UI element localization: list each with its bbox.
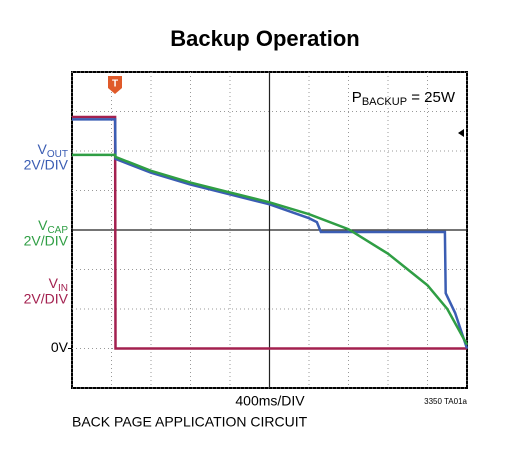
chart-title: Backup Operation (170, 26, 359, 51)
series-scale: 2V/DIV (24, 157, 69, 173)
series-label: VOUT (38, 141, 68, 160)
series-label-sub: OUT (47, 149, 68, 160)
level-marker (458, 129, 464, 137)
trace (72, 153, 469, 346)
annotation-rest: = 25W (407, 89, 456, 106)
caption: BACK PAGE APPLICATION CIRCUIT (72, 414, 308, 430)
series-label: VIN (49, 275, 68, 294)
series-scale: 2V/DIV (24, 291, 69, 307)
traces (72, 115, 469, 350)
trace (72, 115, 467, 350)
series-label: VCAP (38, 217, 68, 236)
trigger-label: T (112, 79, 118, 90)
figure-id: 3350 TA01a (424, 397, 467, 406)
series-label-main: V (38, 217, 48, 233)
series-label-main: V (49, 275, 59, 291)
series-label-main: V (38, 141, 48, 157)
series-label-sub: IN (58, 283, 68, 294)
annotation: PBACKUP = 25W (352, 89, 456, 108)
series-scale: 2V/DIV (24, 233, 69, 249)
trigger-marker (108, 76, 122, 94)
x-axis-label: 400ms/DIV (235, 393, 305, 409)
grid (71, 71, 468, 389)
series-label-sub: CAP (47, 225, 68, 236)
annotation-sub: BACKUP (362, 96, 407, 108)
zero-label: 0V (51, 339, 69, 355)
trace (72, 118, 469, 349)
annotation-main: P (352, 89, 362, 106)
